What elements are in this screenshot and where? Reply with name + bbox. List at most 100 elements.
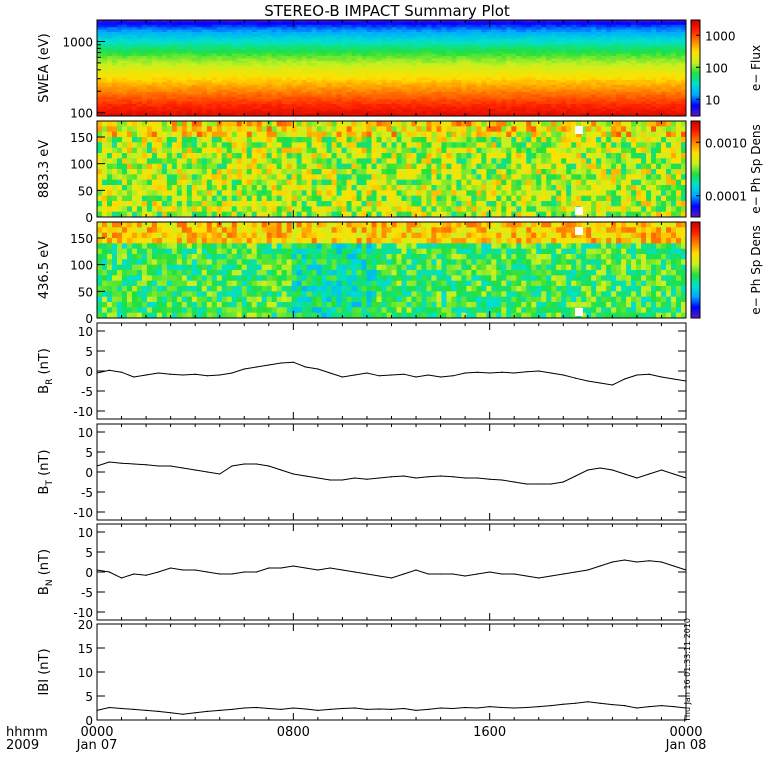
spectrogram-cell (151, 65, 158, 69)
spectrogram-cell (336, 41, 343, 45)
spectrogram-cell (301, 63, 308, 67)
spectrogram-cell (656, 41, 662, 45)
spectrogram-cell (186, 94, 193, 98)
spectrogram-cell (381, 101, 388, 105)
spectrogram-cell (331, 82, 338, 86)
spectrogram-cell (116, 99, 123, 103)
spectrogram-cell (481, 75, 487, 79)
spectrogram-cell (236, 75, 243, 79)
spectrogram-cell (561, 68, 567, 71)
spectrogram-cell (106, 41, 113, 45)
spectrogram-cell (296, 106, 303, 110)
spectrogram-cell (616, 80, 622, 83)
spectrogram-cell (541, 48, 547, 52)
spectrogram-cell (376, 75, 383, 79)
spectrogram-cell (301, 46, 308, 50)
spectrogram-cell (386, 60, 393, 64)
spectrogram-cell (261, 68, 268, 71)
spectrogram-cell (141, 131, 148, 138)
spectrogram-cell (391, 111, 398, 115)
spectrogram-cell (676, 39, 682, 43)
spectrogram-cell (111, 92, 118, 95)
spectrogram-cell (646, 94, 652, 98)
spectrogram-cell (681, 48, 686, 52)
spectrogram-cell (376, 41, 383, 45)
spectrogram-cell (586, 48, 592, 52)
spectrogram-cell (601, 68, 607, 71)
spectrogram-cell (116, 36, 123, 40)
spectrogram-cell (451, 44, 457, 47)
spectrogram-cell (216, 53, 223, 57)
spectrogram-cell (341, 68, 348, 71)
spectrogram-cell (461, 29, 467, 33)
spectrogram-cell (291, 53, 298, 57)
spectrogram-cell (381, 32, 388, 35)
spectrogram-cell (566, 44, 572, 47)
spectrogram-cell (311, 106, 318, 110)
spectrogram-cell (426, 56, 433, 59)
spectrogram-cell (531, 92, 537, 95)
spectrogram-cell (671, 75, 677, 79)
spectrogram-cell (216, 77, 223, 81)
spectrogram-cell (521, 60, 527, 64)
spectrogram-cell (436, 60, 443, 64)
spectrogram-cell (146, 36, 153, 40)
spectrogram-cell (381, 113, 388, 116)
spectrogram-cell (306, 24, 313, 28)
spectrogram-cell (546, 68, 552, 71)
spectrogram-cell (251, 68, 258, 71)
spectrogram-cell (141, 36, 148, 40)
spectrogram-cell (586, 29, 592, 33)
spectrogram-1-cells (97, 121, 686, 217)
spectrogram-cell (621, 53, 627, 57)
spectrogram-cell (116, 137, 123, 143)
spectrogram-cell (176, 51, 183, 55)
spectrogram-cell (146, 46, 153, 50)
spectrogram-cell (191, 101, 198, 105)
spectrogram-cell (511, 56, 517, 59)
spectrogram-cell (506, 60, 512, 64)
spectrogram-cell (591, 89, 597, 93)
spectrogram-cell (541, 72, 547, 76)
spectrogram-cell (626, 32, 632, 35)
spectrogram-cell (636, 80, 642, 83)
spectrogram-cell (286, 44, 293, 47)
spectrogram-cell (591, 106, 597, 110)
spectrogram-cell (316, 84, 323, 88)
spectrogram-cell (316, 63, 323, 67)
spectrogram-cell (661, 51, 667, 55)
spectrogram-cell (521, 65, 527, 69)
spectrogram-cell (196, 70, 203, 74)
spectrogram-cell (391, 20, 398, 23)
spectrogram-cell (671, 87, 677, 91)
spectrogram-cell (186, 29, 193, 33)
spectrogram-cell (661, 44, 667, 47)
spectrogram-cell (391, 39, 398, 43)
spectrogram-cell (191, 20, 198, 23)
spectrogram-cell (421, 63, 428, 67)
spectrogram-cell (196, 44, 203, 47)
spectrogram-cell (441, 48, 448, 52)
spectrogram-cell (356, 72, 363, 76)
spectrogram-cell (566, 27, 572, 31)
spectrogram-cell (246, 75, 253, 79)
spectrogram-cell (111, 89, 118, 93)
spectrogram-cell (97, 131, 103, 138)
spectrogram-cell (616, 99, 622, 103)
spectrogram-cell (276, 44, 283, 47)
spectrogram-cell (111, 87, 118, 91)
spectrogram-cell (121, 163, 128, 170)
spectrogram-cell (381, 108, 388, 112)
spectrogram-cell (266, 51, 273, 55)
spectrogram-cell (396, 108, 403, 112)
spectrogram-cell (281, 24, 288, 28)
spectrogram-cell (286, 101, 293, 105)
spectrogram-cell (606, 104, 612, 107)
spectrogram-cell (366, 75, 373, 79)
spectrogram-cell (171, 80, 178, 83)
spectrogram-cell (646, 29, 652, 33)
spectrogram-cell (146, 89, 153, 93)
spectrogram-cell (191, 41, 198, 45)
spectrogram-cell (146, 195, 153, 202)
spectrogram-cell (501, 51, 507, 55)
